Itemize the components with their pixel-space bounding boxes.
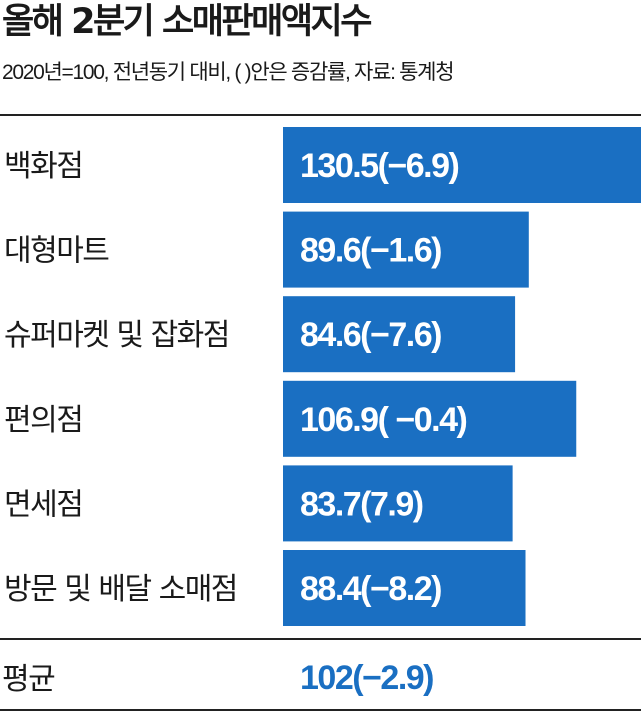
bottom-rule bbox=[0, 709, 641, 711]
bar-value-label: 89.6(−1.6) bbox=[300, 232, 441, 270]
chart-title: 올해 2분기 소매판매액지수 bbox=[2, 2, 372, 42]
chart-subtitle: 2020년=100, 전년동기 대비, ( )안은 증감률, 자료: 통계청 bbox=[2, 61, 455, 84]
average-value: 102(−2.9) bbox=[300, 659, 435, 697]
bar-value-label: 88.4(−8.2) bbox=[300, 570, 441, 608]
average-label: 평균 bbox=[2, 662, 56, 697]
category-label: 슈퍼마켓 및 잡화점 bbox=[4, 318, 229, 353]
bar bbox=[283, 296, 516, 373]
bar bbox=[283, 380, 577, 457]
bar bbox=[283, 211, 529, 288]
bar bbox=[283, 127, 641, 203]
average-divider bbox=[0, 638, 641, 640]
bar-value-label: 130.5(−6.9) bbox=[300, 147, 459, 185]
bar-value-label: 106.9( −0.4) bbox=[300, 401, 466, 439]
bar-value-label: 83.7(7.9) bbox=[300, 485, 423, 523]
category-label: 면세점 bbox=[4, 487, 82, 522]
bar bbox=[283, 465, 513, 542]
category-label: 대형마트 bbox=[4, 234, 109, 269]
bar bbox=[283, 550, 526, 626]
category-label: 편의점 bbox=[4, 403, 82, 438]
category-label: 백화점 bbox=[4, 149, 82, 184]
top-rule bbox=[0, 114, 641, 116]
category-label: 방문 및 배달 소매점 bbox=[4, 572, 237, 607]
bar-value-label: 84.6(−7.6) bbox=[300, 316, 441, 354]
